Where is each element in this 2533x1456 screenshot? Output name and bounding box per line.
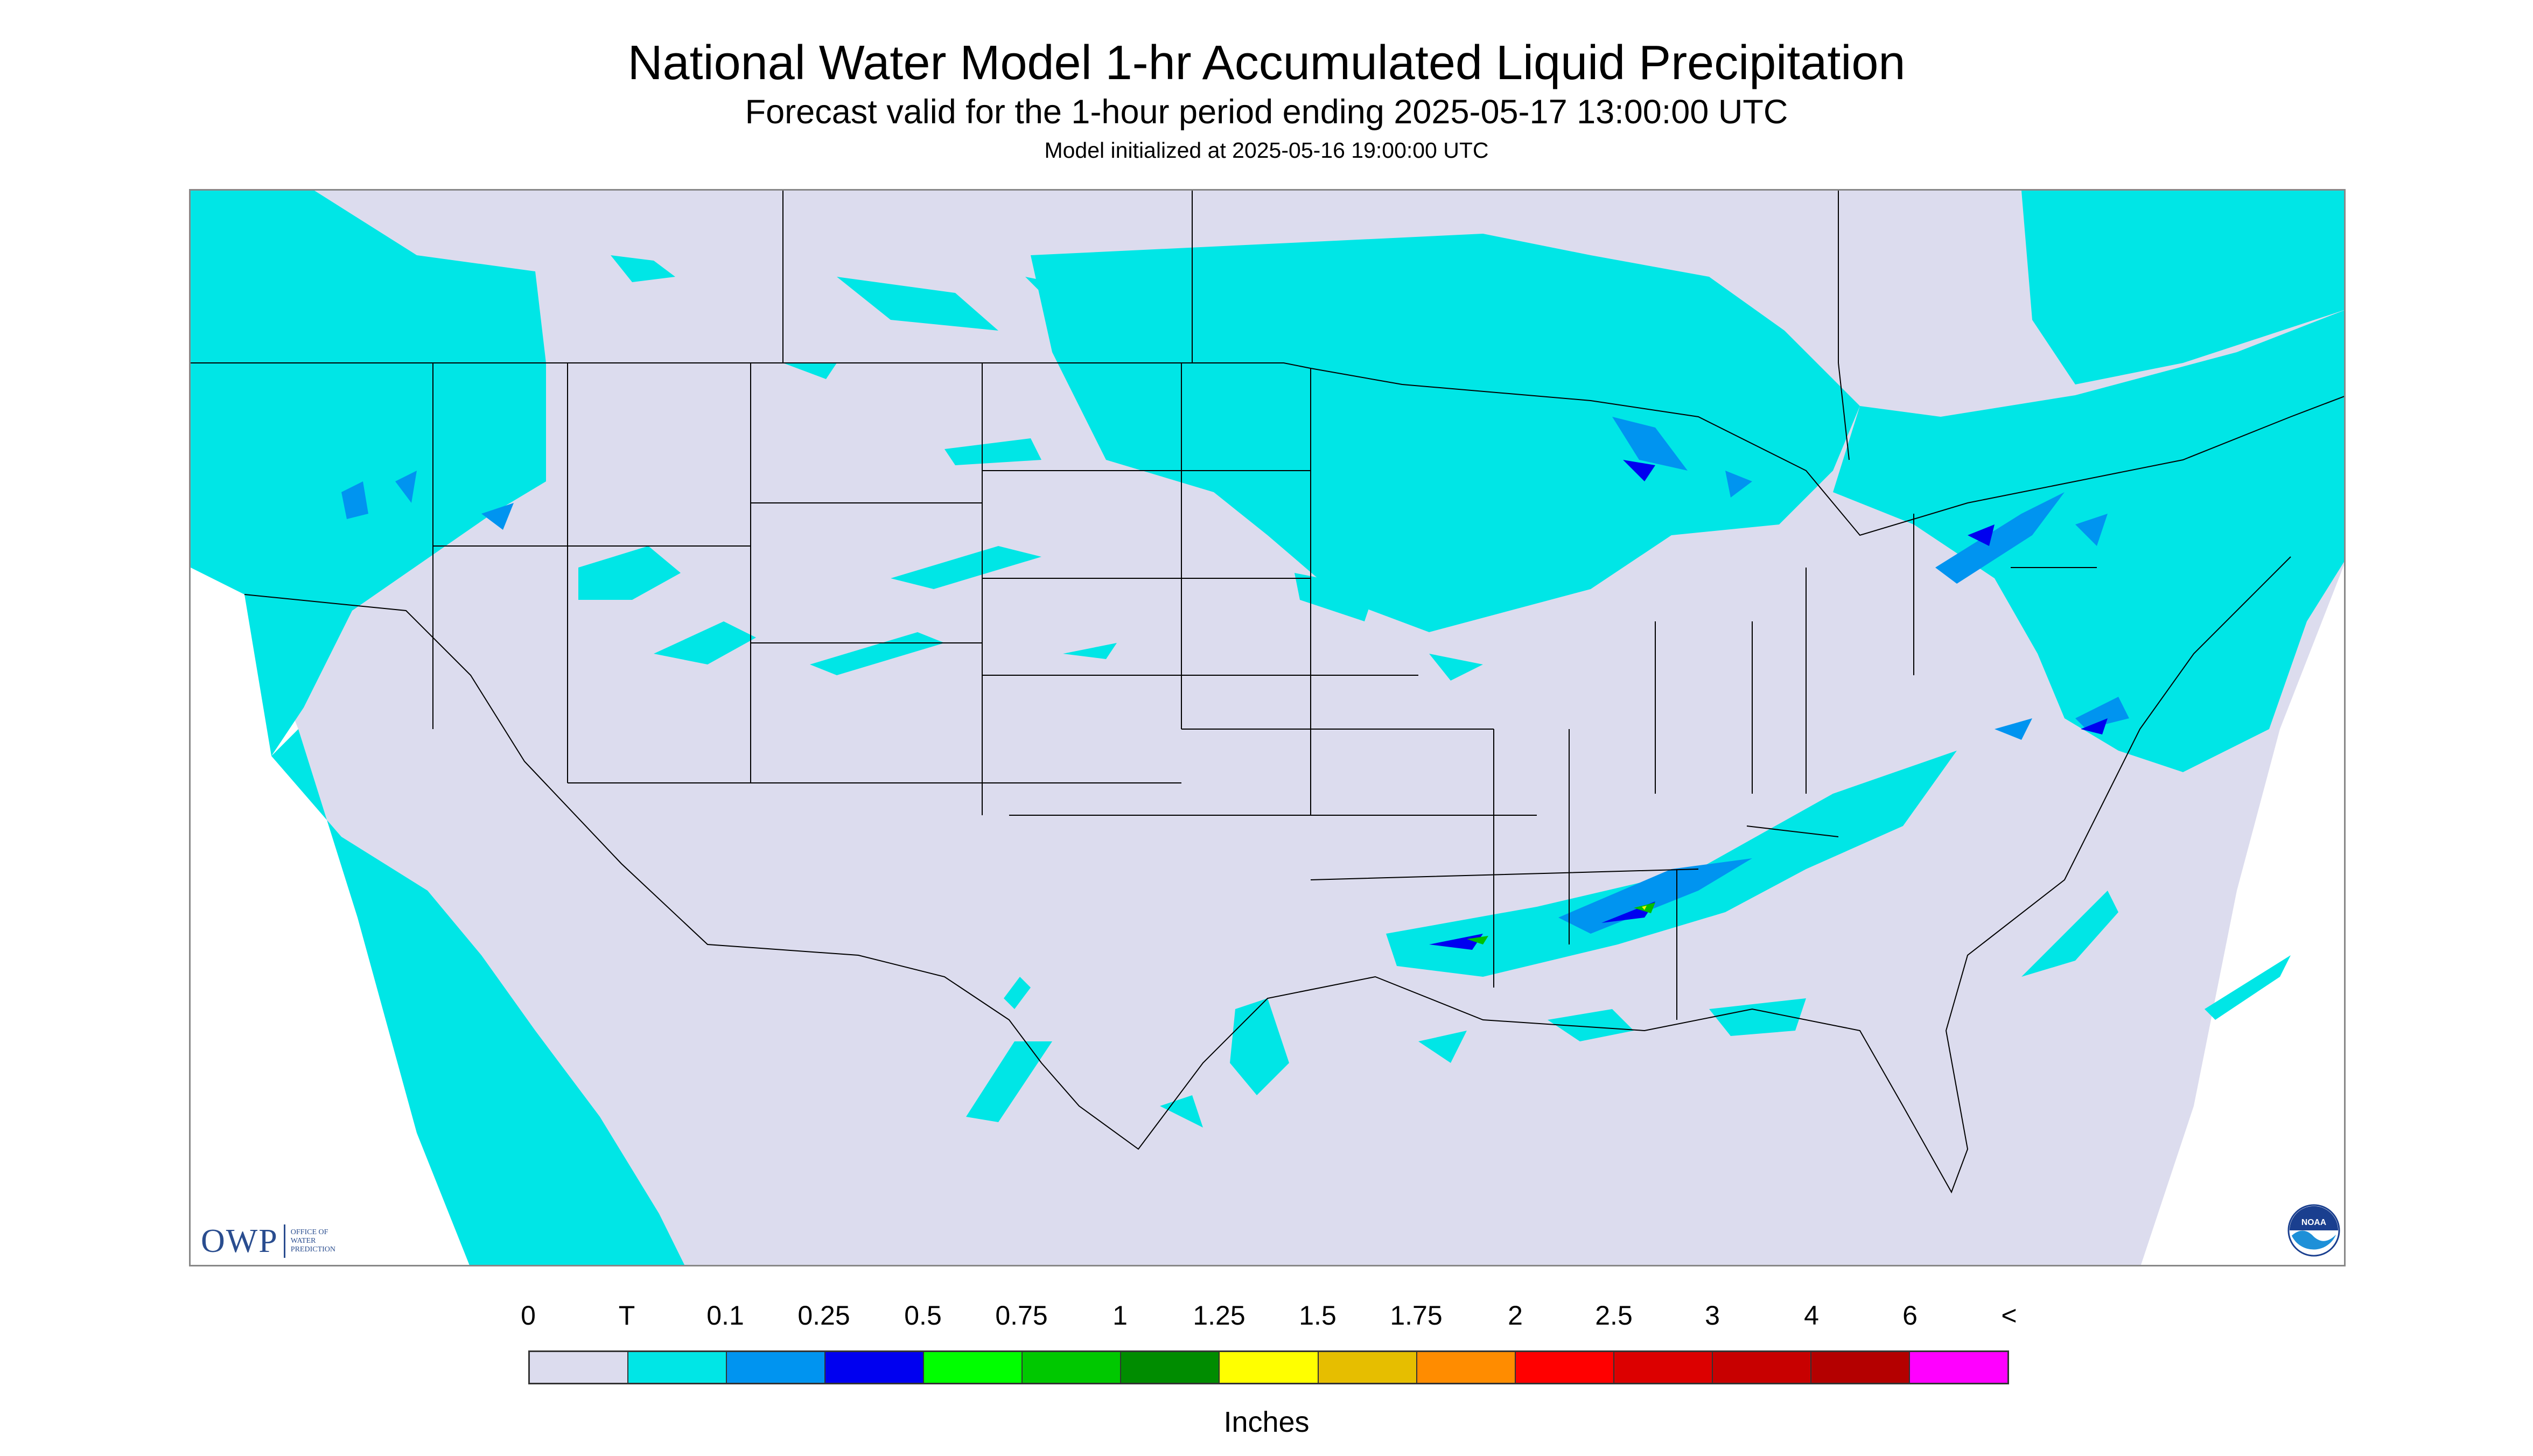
legend-label: <	[2001, 1300, 2017, 1331]
legend-label: 0.75	[995, 1300, 1048, 1331]
colorbar-swatch	[924, 1352, 1023, 1383]
legend-label: 1.25	[1193, 1300, 1245, 1331]
noaa-text: NOAA	[2301, 1218, 2326, 1227]
legend-units: Inches	[1223, 1406, 1310, 1438]
colorbar-swatch	[1909, 1352, 2007, 1383]
model-init-time: Model initialized at 2025-05-16 19:00:00…	[1044, 138, 1489, 163]
colorbar-swatch	[530, 1352, 629, 1383]
legend-label: 1.75	[1390, 1300, 1443, 1331]
political-boundaries	[191, 191, 2344, 1194]
colorbar-swatch	[727, 1352, 826, 1383]
owp-line-1: OFFICE OF	[290, 1228, 328, 1236]
precip-colorbar	[528, 1350, 2009, 1384]
legend-label: 0.5	[904, 1300, 942, 1331]
map-canvas	[191, 191, 2344, 1265]
heavy-precip-cores	[1467, 902, 1655, 944]
colorbar-swatch	[1811, 1352, 1910, 1383]
precipitation-map	[189, 189, 2346, 1266]
legend-label: 4	[1804, 1300, 1819, 1331]
trace-precip-areas	[191, 191, 2344, 1265]
colorbar-swatch	[1614, 1352, 1713, 1383]
legend-label: 2	[1508, 1300, 1523, 1331]
legend-label: 0.25	[797, 1300, 850, 1331]
colorbar-swatch	[1023, 1352, 1122, 1383]
map-title: National Water Model 1-hr Accumulated Li…	[627, 36, 1906, 90]
legend-labels: 0 T 0.1 0.25 0.5 0.75 1 1.25 1.5 1.75 2 …	[0, 1300, 2533, 1338]
owp-line-3: PREDICTION	[290, 1245, 336, 1254]
colorbar-swatch	[1121, 1352, 1220, 1383]
legend-label: 3	[1705, 1300, 1720, 1331]
owp-fullname: OFFICE OF WATER PREDICTION	[291, 1228, 335, 1254]
colorbar-swatch	[628, 1352, 727, 1383]
legend-label: T	[618, 1300, 635, 1331]
owp-line-2: WATER	[290, 1237, 316, 1245]
map-subtitle: Forecast valid for the 1-hour period end…	[745, 93, 1788, 131]
legend-label: 2.5	[1595, 1300, 1633, 1331]
colorbar-swatch	[1712, 1352, 1811, 1383]
legend-label: 1.5	[1299, 1300, 1337, 1331]
legend-label: 1	[1112, 1300, 1128, 1331]
owp-abbrev: OWP	[201, 1222, 278, 1259]
colorbar-swatch	[1417, 1352, 1516, 1383]
colorbar-swatch	[825, 1352, 925, 1383]
light-precip-areas	[341, 417, 2129, 934]
noaa-logo: NOAA	[2287, 1204, 2340, 1257]
colorbar-swatch	[1318, 1352, 1417, 1383]
owp-divider	[283, 1224, 285, 1258]
colorbar-swatch	[1515, 1352, 1614, 1383]
legend-label: 6	[1902, 1300, 1918, 1331]
owp-logo: OWP OFFICE OF WATER PREDICTION	[201, 1217, 335, 1265]
legend-label: 0.1	[706, 1300, 744, 1331]
legend-label: 0	[521, 1300, 536, 1331]
colorbar-swatch	[1220, 1352, 1319, 1383]
